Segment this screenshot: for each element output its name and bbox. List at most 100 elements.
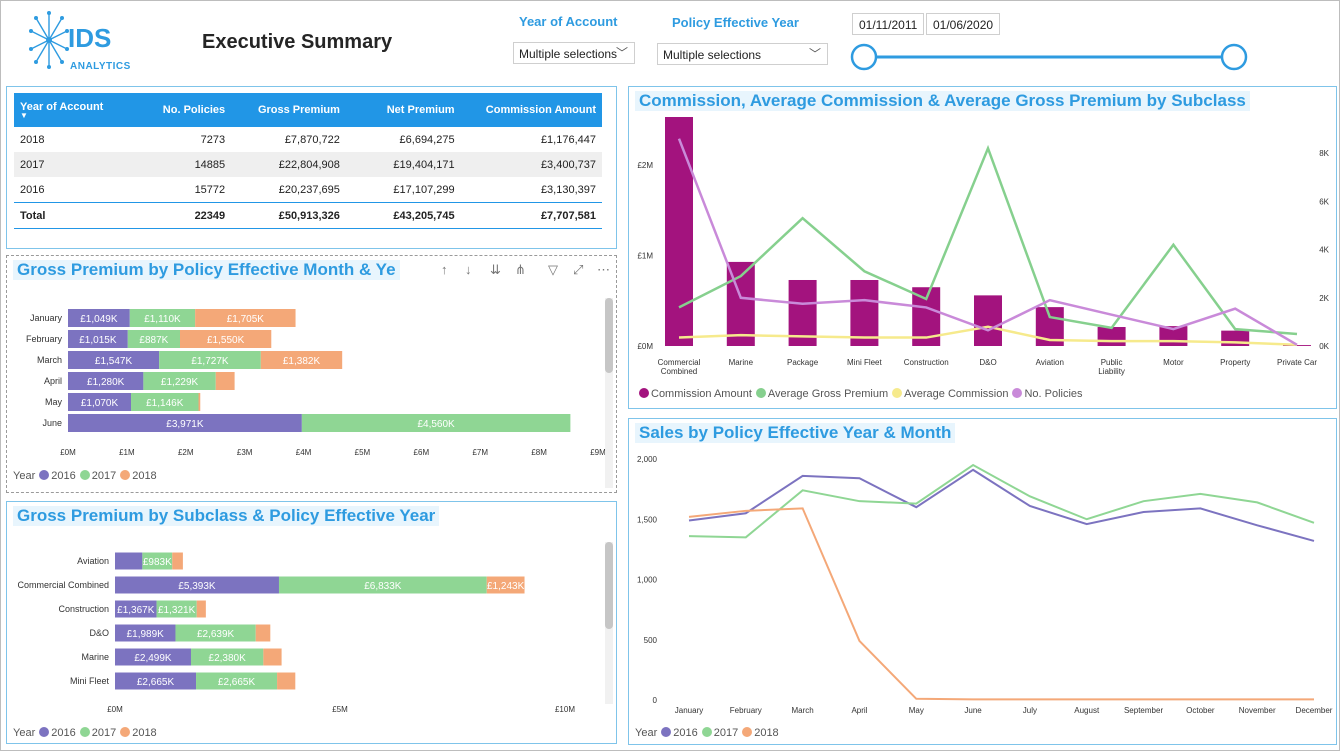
commission-column — [665, 117, 693, 346]
y-tick-label: 1,500 — [637, 515, 658, 524]
legend-item[interactable]: 2017 — [91, 727, 117, 739]
vertical-scrollbar[interactable] — [605, 542, 613, 704]
table-cell: £20,237,695 — [278, 183, 340, 196]
y-tick-label-left: £2M — [637, 161, 653, 170]
arrow-down-icon[interactable]: ↓ — [465, 262, 472, 277]
legend-item[interactable]: 2016 — [51, 727, 76, 739]
series-line — [677, 138, 1298, 346]
x-tick-label: September — [1124, 706, 1163, 715]
table-cell: 7273 — [200, 133, 226, 146]
scrollbar-thumb[interactable] — [605, 542, 613, 629]
legend-item[interactable]: 2018 — [132, 470, 157, 482]
legend-item[interactable]: 2017 — [713, 727, 739, 739]
x-tick-label: July — [1023, 706, 1037, 715]
data-label: £1,229K — [161, 377, 199, 388]
legend-item[interactable]: Average Gross Premium — [767, 388, 889, 400]
x-tick-label: March — [792, 706, 814, 715]
table-row[interactable]: 2016 15772 £20,237,695 £17,107,299 £3,13… — [14, 177, 602, 203]
bar-segment — [68, 330, 128, 348]
table-cell: £50,913,326 — [231, 202, 346, 229]
filter-icon[interactable]: ▽ — [548, 262, 558, 277]
legend-item[interactable]: No. Policies — [1024, 388, 1083, 400]
legend-item[interactable]: 2018 — [132, 727, 157, 739]
legend-item[interactable]: Commission Amount — [651, 388, 752, 400]
table-cell: 15772 — [194, 183, 226, 196]
table-cell: £6,694,275 — [399, 133, 455, 146]
bar-segment — [277, 672, 296, 690]
commission-column — [1097, 327, 1126, 346]
bar-segment — [68, 372, 144, 390]
monthly-premium-legend: Year 2016 2017 2018 — [13, 470, 157, 482]
subclass-premium-panel[interactable]: Gross Premium by Subclass & Policy Effec… — [6, 501, 617, 744]
year-of-account-dropdown[interactable]: Multiple selections ﹀ — [513, 42, 635, 64]
legend-dot — [661, 727, 672, 737]
category-label: March — [37, 355, 62, 365]
legend-dot — [39, 470, 50, 480]
legend-item[interactable]: 2017 — [91, 470, 117, 482]
focus-mode-icon[interactable]: ⤢ — [573, 262, 584, 277]
bar-segment — [143, 372, 216, 390]
date-range-slider[interactable] — [847, 41, 1253, 73]
bar-segment — [68, 414, 302, 432]
data-label: £2,665K — [218, 677, 256, 688]
monthly-premium-panel[interactable]: Gross Premium by Policy Effective Month … — [6, 255, 617, 493]
category-label: Mini Fleet — [70, 676, 110, 686]
x-tick-label: £3M — [237, 448, 253, 457]
more-options-icon[interactable]: ⋯ — [597, 262, 610, 277]
table-cell: 14885 — [136, 152, 232, 177]
y-tick-label-right: 0K — [1319, 342, 1329, 351]
table-row[interactable]: 2017 14885 £22,804,908 £19,404,171 £3,40… — [14, 152, 602, 177]
policy-effective-year-value: Multiple selections — [663, 48, 762, 62]
double-arrow-down-icon[interactable]: ⇊ — [490, 262, 501, 277]
category-label: Construction — [58, 604, 109, 614]
x-tick-label: August — [1074, 706, 1100, 715]
category-label: Aviation — [77, 556, 109, 566]
column-header-policies[interactable]: No. Policies — [136, 93, 232, 127]
table-row[interactable]: 2018 7273 £7,870,722 £6,694,275 £1,176,4… — [14, 127, 602, 152]
sales-panel[interactable]: Sales by Policy Effective Year & Month 0… — [628, 418, 1337, 745]
bar-segment — [115, 624, 176, 642]
bar-segment — [115, 648, 191, 666]
legend-dot — [639, 388, 649, 398]
x-tick-label: April — [851, 706, 867, 715]
table-cell: 22349 — [136, 202, 232, 229]
legend-item[interactable]: 2016 — [673, 727, 698, 739]
legend-item[interactable]: 2016 — [51, 470, 76, 482]
slider-end-handle[interactable] — [1220, 43, 1248, 71]
bar-segment — [68, 393, 132, 411]
summary-table: Year of Account ▼ No. Policies Gross Prem… — [14, 93, 602, 229]
table-cell: £3,130,397 — [540, 183, 596, 196]
x-tick-label: £0M — [107, 705, 123, 714]
column-header-net[interactable]: Net Premium — [345, 93, 461, 127]
data-label: £5,393K — [178, 581, 216, 592]
page-title-part1: Executive — [202, 31, 296, 53]
x-tick-label: £0M — [60, 448, 76, 457]
data-label: £1,110K — [144, 314, 181, 325]
date-end-input[interactable]: 01/06/2020 — [926, 13, 1001, 35]
column-header-commission[interactable]: Commission Amount — [460, 93, 602, 127]
category-label: Commercial Combined — [658, 358, 701, 376]
x-tick-label: December — [1296, 706, 1333, 715]
data-label: £1,705K — [227, 314, 265, 325]
legend-dot — [742, 727, 753, 737]
legend-dot — [892, 388, 903, 398]
arrow-up-icon[interactable]: ↑ — [441, 262, 448, 277]
x-tick-label: June — [964, 706, 982, 715]
legend-item[interactable]: 2018 — [754, 727, 779, 739]
x-tick-label: £5M — [332, 705, 348, 714]
vertical-scrollbar[interactable] — [605, 298, 613, 488]
category-label: D&O — [89, 628, 109, 638]
table-cell: £43,205,745 — [345, 202, 461, 229]
column-header-year[interactable]: Year of Account ▼ — [14, 93, 137, 127]
series-line — [678, 325, 1298, 347]
data-label: £1,989K — [127, 629, 165, 640]
commission-subclass-panel[interactable]: Commission, Average Commission & Average… — [628, 86, 1337, 409]
expand-hierarchy-icon[interactable]: ⋔ — [515, 262, 526, 277]
scrollbar-thumb[interactable] — [605, 298, 613, 373]
bar-segment — [159, 351, 261, 369]
slider-start-handle[interactable] — [850, 43, 878, 71]
column-header-gross[interactable]: Gross Premium — [231, 93, 346, 127]
date-start-input[interactable]: 01/11/2011 — [852, 13, 925, 35]
legend-item[interactable]: Average Commission — [904, 388, 1009, 400]
policy-effective-year-dropdown[interactable]: Multiple selections ﹀ — [657, 43, 828, 65]
